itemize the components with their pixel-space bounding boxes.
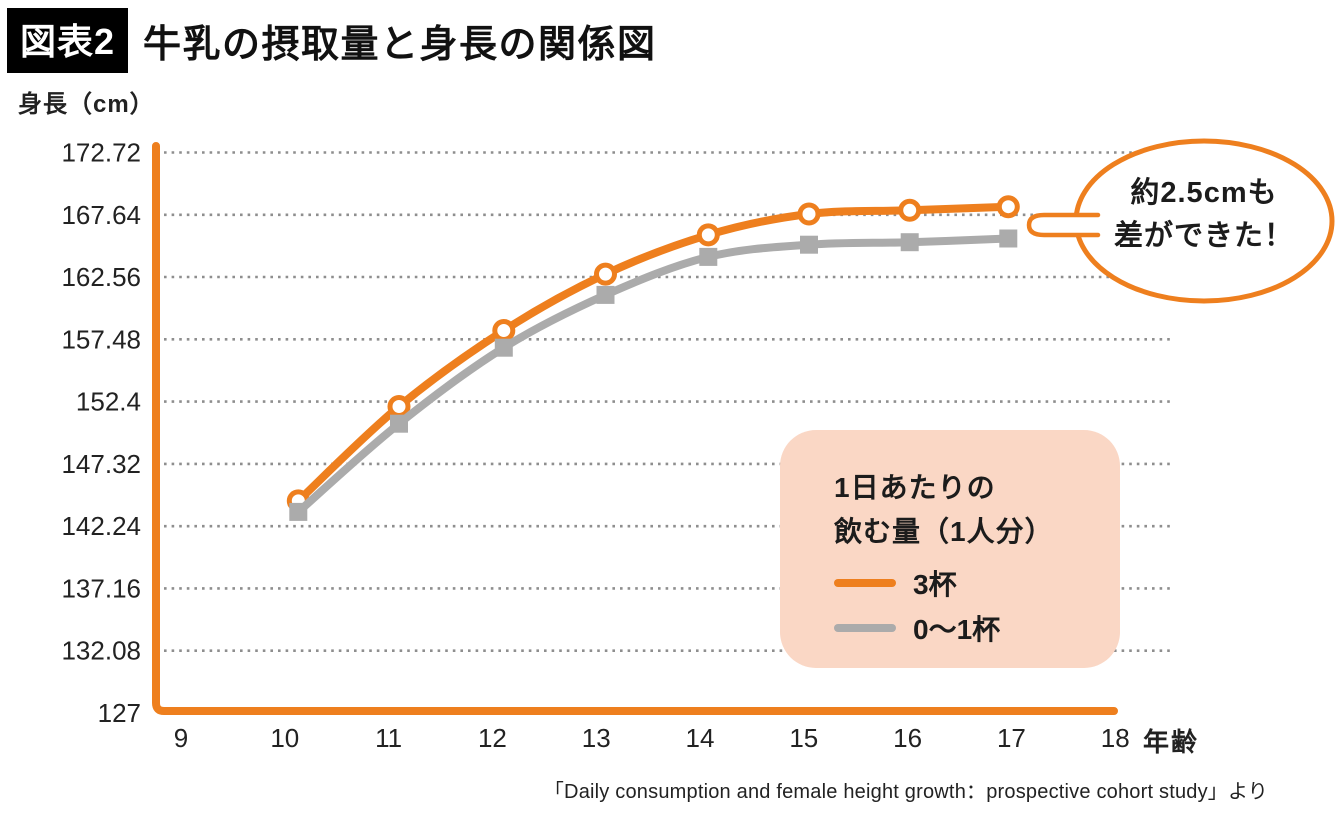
x-tick-label: 15 xyxy=(789,723,818,753)
data-point-circle xyxy=(387,395,411,418)
y-tick-label: 167.64 xyxy=(61,200,141,230)
data-point-square xyxy=(900,233,919,252)
x-tick-label: 10 xyxy=(270,723,299,753)
legend-title-line1: 1日あたりの xyxy=(834,472,996,503)
data-point-square xyxy=(699,247,718,266)
x-tick-label: 9 xyxy=(174,723,188,753)
x-tick-label: 12 xyxy=(478,723,507,753)
data-point-square xyxy=(390,414,408,433)
legend-line-swatch-orange xyxy=(834,579,896,588)
y-tick-label: 132.08 xyxy=(61,636,141,666)
y-tick-label: 127 xyxy=(98,698,141,728)
data-point-square xyxy=(800,235,818,254)
x-tick-label: 14 xyxy=(686,723,715,753)
speech-bubble-text-line2: 差ができた！ xyxy=(1113,219,1294,252)
axes-group xyxy=(152,142,1118,715)
y-tick-label: 147.32 xyxy=(61,449,141,479)
speech-bubble xyxy=(1026,138,1335,304)
legend-title-line2: 飲む量（1人分） xyxy=(834,516,1054,548)
tick-labels-group: 127 132.08 137.16 142.24 147.32 152.4 157.48 16… xyxy=(61,138,1129,754)
data-point-square xyxy=(494,338,513,357)
x-tick-label: 11 xyxy=(375,723,402,753)
y-tick-label: 142.24 xyxy=(61,511,141,541)
y-axis-unit-label: 身長（cm） xyxy=(18,91,155,118)
y-tick-label: 172.72 xyxy=(61,138,141,168)
figure-header: 図表2 牛乳の摂取量と身長の関係図 xyxy=(7,8,657,73)
y-tick-label: 137.16 xyxy=(61,573,141,603)
data-point-square xyxy=(289,502,308,521)
data-point-square xyxy=(596,285,615,304)
data-point-circle xyxy=(898,198,922,222)
data-point-square xyxy=(999,229,1018,248)
figure-number-badge: 図表2 xyxy=(7,8,129,73)
data-point-circle xyxy=(696,223,720,247)
y-tick-label: 152.4 xyxy=(76,387,141,417)
series-group xyxy=(286,195,1020,521)
y-tick-label: 157.48 xyxy=(61,324,141,354)
x-tick-label: 18 xyxy=(1101,723,1130,753)
legend-line-swatch-gray xyxy=(834,624,896,633)
source-citation: 「Daily consumption and female height gro… xyxy=(543,781,1268,803)
data-point-circle xyxy=(594,262,617,286)
data-point-circle xyxy=(797,202,821,226)
legend-title: 1日あたりの 飲む量（1人分） xyxy=(834,466,1120,554)
legend: 1日あたりの 飲む量（1人分） 3杯 0〜1杯 xyxy=(780,430,1120,668)
legend-label-3cups: 3杯 xyxy=(913,569,957,601)
speech-bubble-text: 約2.5cmも 差ができた！ xyxy=(1078,172,1330,258)
y-tick-label: 162.56 xyxy=(61,262,141,292)
x-tick-label: 16 xyxy=(893,723,922,753)
legend-item-3cups: 3杯 xyxy=(834,567,1120,600)
speech-bubble-tail xyxy=(1026,212,1101,238)
x-tick-label: 17 xyxy=(997,723,1026,753)
data-point-circle xyxy=(996,195,1020,219)
axis-lines xyxy=(152,142,1118,715)
figure-title: 牛乳の摂取量と身長の関係図 xyxy=(143,24,657,66)
data-point-circle xyxy=(492,319,516,342)
speech-bubble-text-line1: 約2.5cmも xyxy=(1130,177,1278,209)
x-tick-label: 13 xyxy=(582,723,611,753)
legend-item-0to1cups: 0〜1杯 xyxy=(834,612,1120,645)
legend-label-0to1cups: 0〜1杯 xyxy=(913,614,1001,646)
x-axis-unit-label: 年齢 xyxy=(1143,727,1200,757)
